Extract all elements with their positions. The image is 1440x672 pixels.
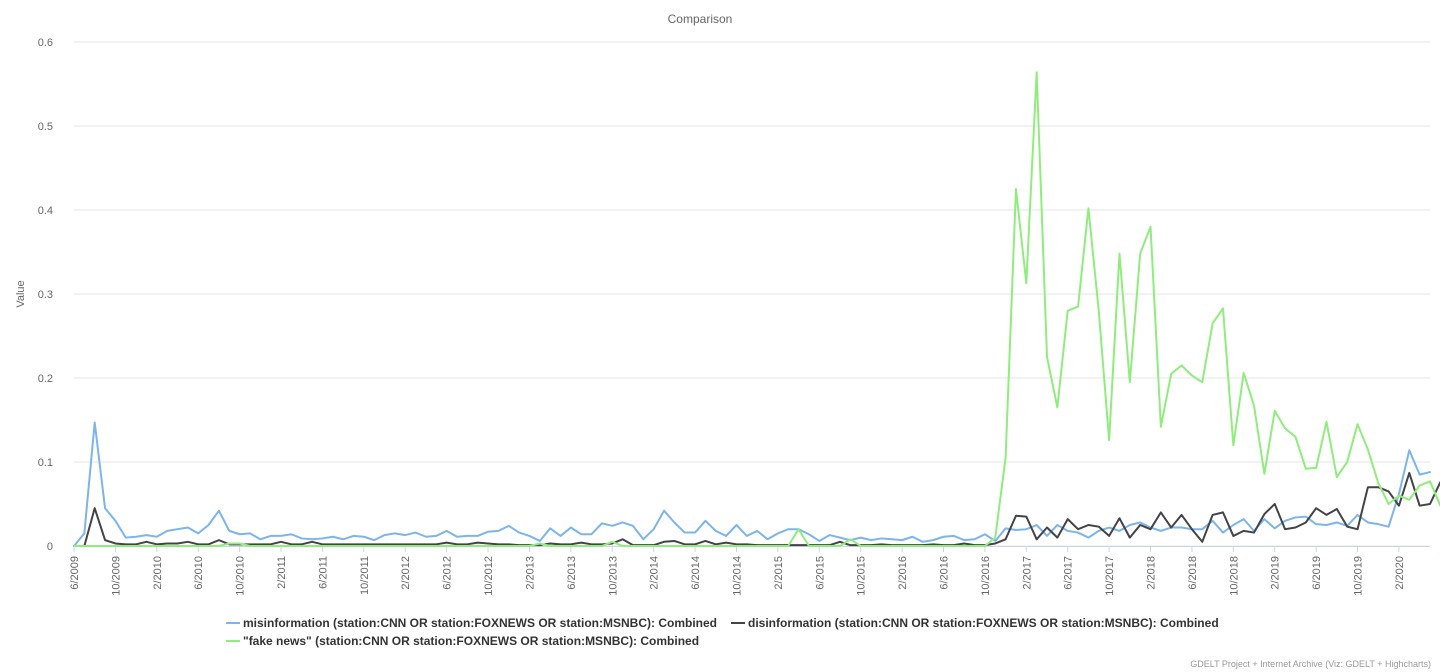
x-tick-label: 6/2015 (814, 556, 826, 590)
series-line-3[interactable] (73, 71, 1440, 547)
x-tick-label: 10/2015 (856, 556, 868, 596)
x-tick-label: 2/2015 (773, 556, 785, 590)
x-tick-label: 2/2016 (897, 556, 909, 590)
x-tick-label: 6/2011 (317, 556, 329, 589)
x-tick-label: 6/2010 (193, 556, 205, 590)
legend: misinformation (station:CNN OR station:F… (226, 616, 1219, 648)
x-tick-label: 2/2020 (1394, 556, 1406, 590)
x-tick-label: 6/2014 (690, 556, 702, 590)
y-tick-label: 0.1 (38, 457, 53, 469)
x-tick-label: 6/2012 (442, 556, 454, 590)
x-tick-label: 10/2013 (607, 556, 619, 596)
y-tick-label: 0 (47, 541, 53, 553)
x-tick-label: 2/2013 (524, 556, 536, 590)
x-tick-label: 2/2019 (1270, 556, 1282, 590)
legend-label: disinformation (station:CNN OR station:F… (748, 616, 1219, 630)
x-tick-label: 2/2014 (649, 556, 661, 590)
x-tick-label: 6/2016 (938, 556, 950, 590)
y-axis-ticks: 0 0.1 0.2 0.3 0.4 0.5 0.6 (38, 37, 53, 553)
x-axis-ticks: 6/2009 10/2009 2/2010 6/2010 10/2010 2/2011 6/… (69, 546, 1406, 596)
x-tick-label: 10/2017 (1104, 556, 1116, 596)
x-tick-label: 10/2016 (980, 556, 992, 596)
x-tick-label: 6/2013 (566, 556, 578, 590)
x-tick-label: 10/2014 (731, 556, 743, 596)
x-tick-label: 2/2012 (400, 556, 412, 590)
x-tick-label: 10/2011 (359, 556, 371, 595)
x-tick-label: 6/2009 (69, 556, 81, 590)
x-tick-label: 10/2009 (110, 556, 122, 596)
x-tick-label: 10/2012 (483, 556, 495, 596)
series-lines (73, 71, 1440, 547)
x-tick-label: 2/2017 (1021, 556, 1033, 590)
x-tick-label: 10/2019 (1353, 556, 1365, 596)
x-tick-label: 6/2017 (1063, 556, 1075, 590)
y-tick-label: 0.5 (38, 121, 53, 133)
chart-title: Comparison (668, 12, 733, 26)
x-tick-label: 2/2010 (152, 556, 164, 590)
y-tick-label: 0.2 (38, 373, 53, 385)
y-axis-title: Value (15, 280, 27, 307)
x-tick-label: 2/2018 (1146, 556, 1158, 590)
y-tick-label: 0.3 (38, 289, 53, 301)
y-tick-label: 0.6 (38, 37, 53, 49)
x-tick-label: 10/2010 (235, 556, 247, 596)
x-tick-label: 10/2018 (1228, 556, 1240, 596)
grid-lines (74, 41, 1430, 547)
legend-item-2[interactable]: disinformation (station:CNN OR station:F… (731, 616, 1219, 630)
legend-label: "fake news" (station:CNN OR station:FOXN… (243, 634, 699, 648)
credits-text: GDELT Project + Internet Archive (Viz: G… (1190, 659, 1431, 669)
legend-item-1[interactable]: misinformation (station:CNN OR station:F… (226, 616, 717, 630)
x-tick-label: 6/2018 (1187, 556, 1199, 590)
x-tick-label: 2/2011 (276, 556, 288, 589)
series-line-1[interactable] (73, 421, 1431, 547)
legend-item-3[interactable]: "fake news" (station:CNN OR station:FOXN… (226, 634, 699, 648)
y-tick-label: 0.4 (38, 205, 53, 217)
x-tick-label: 6/2019 (1311, 556, 1323, 590)
legend-label: misinformation (station:CNN OR station:F… (243, 616, 717, 630)
